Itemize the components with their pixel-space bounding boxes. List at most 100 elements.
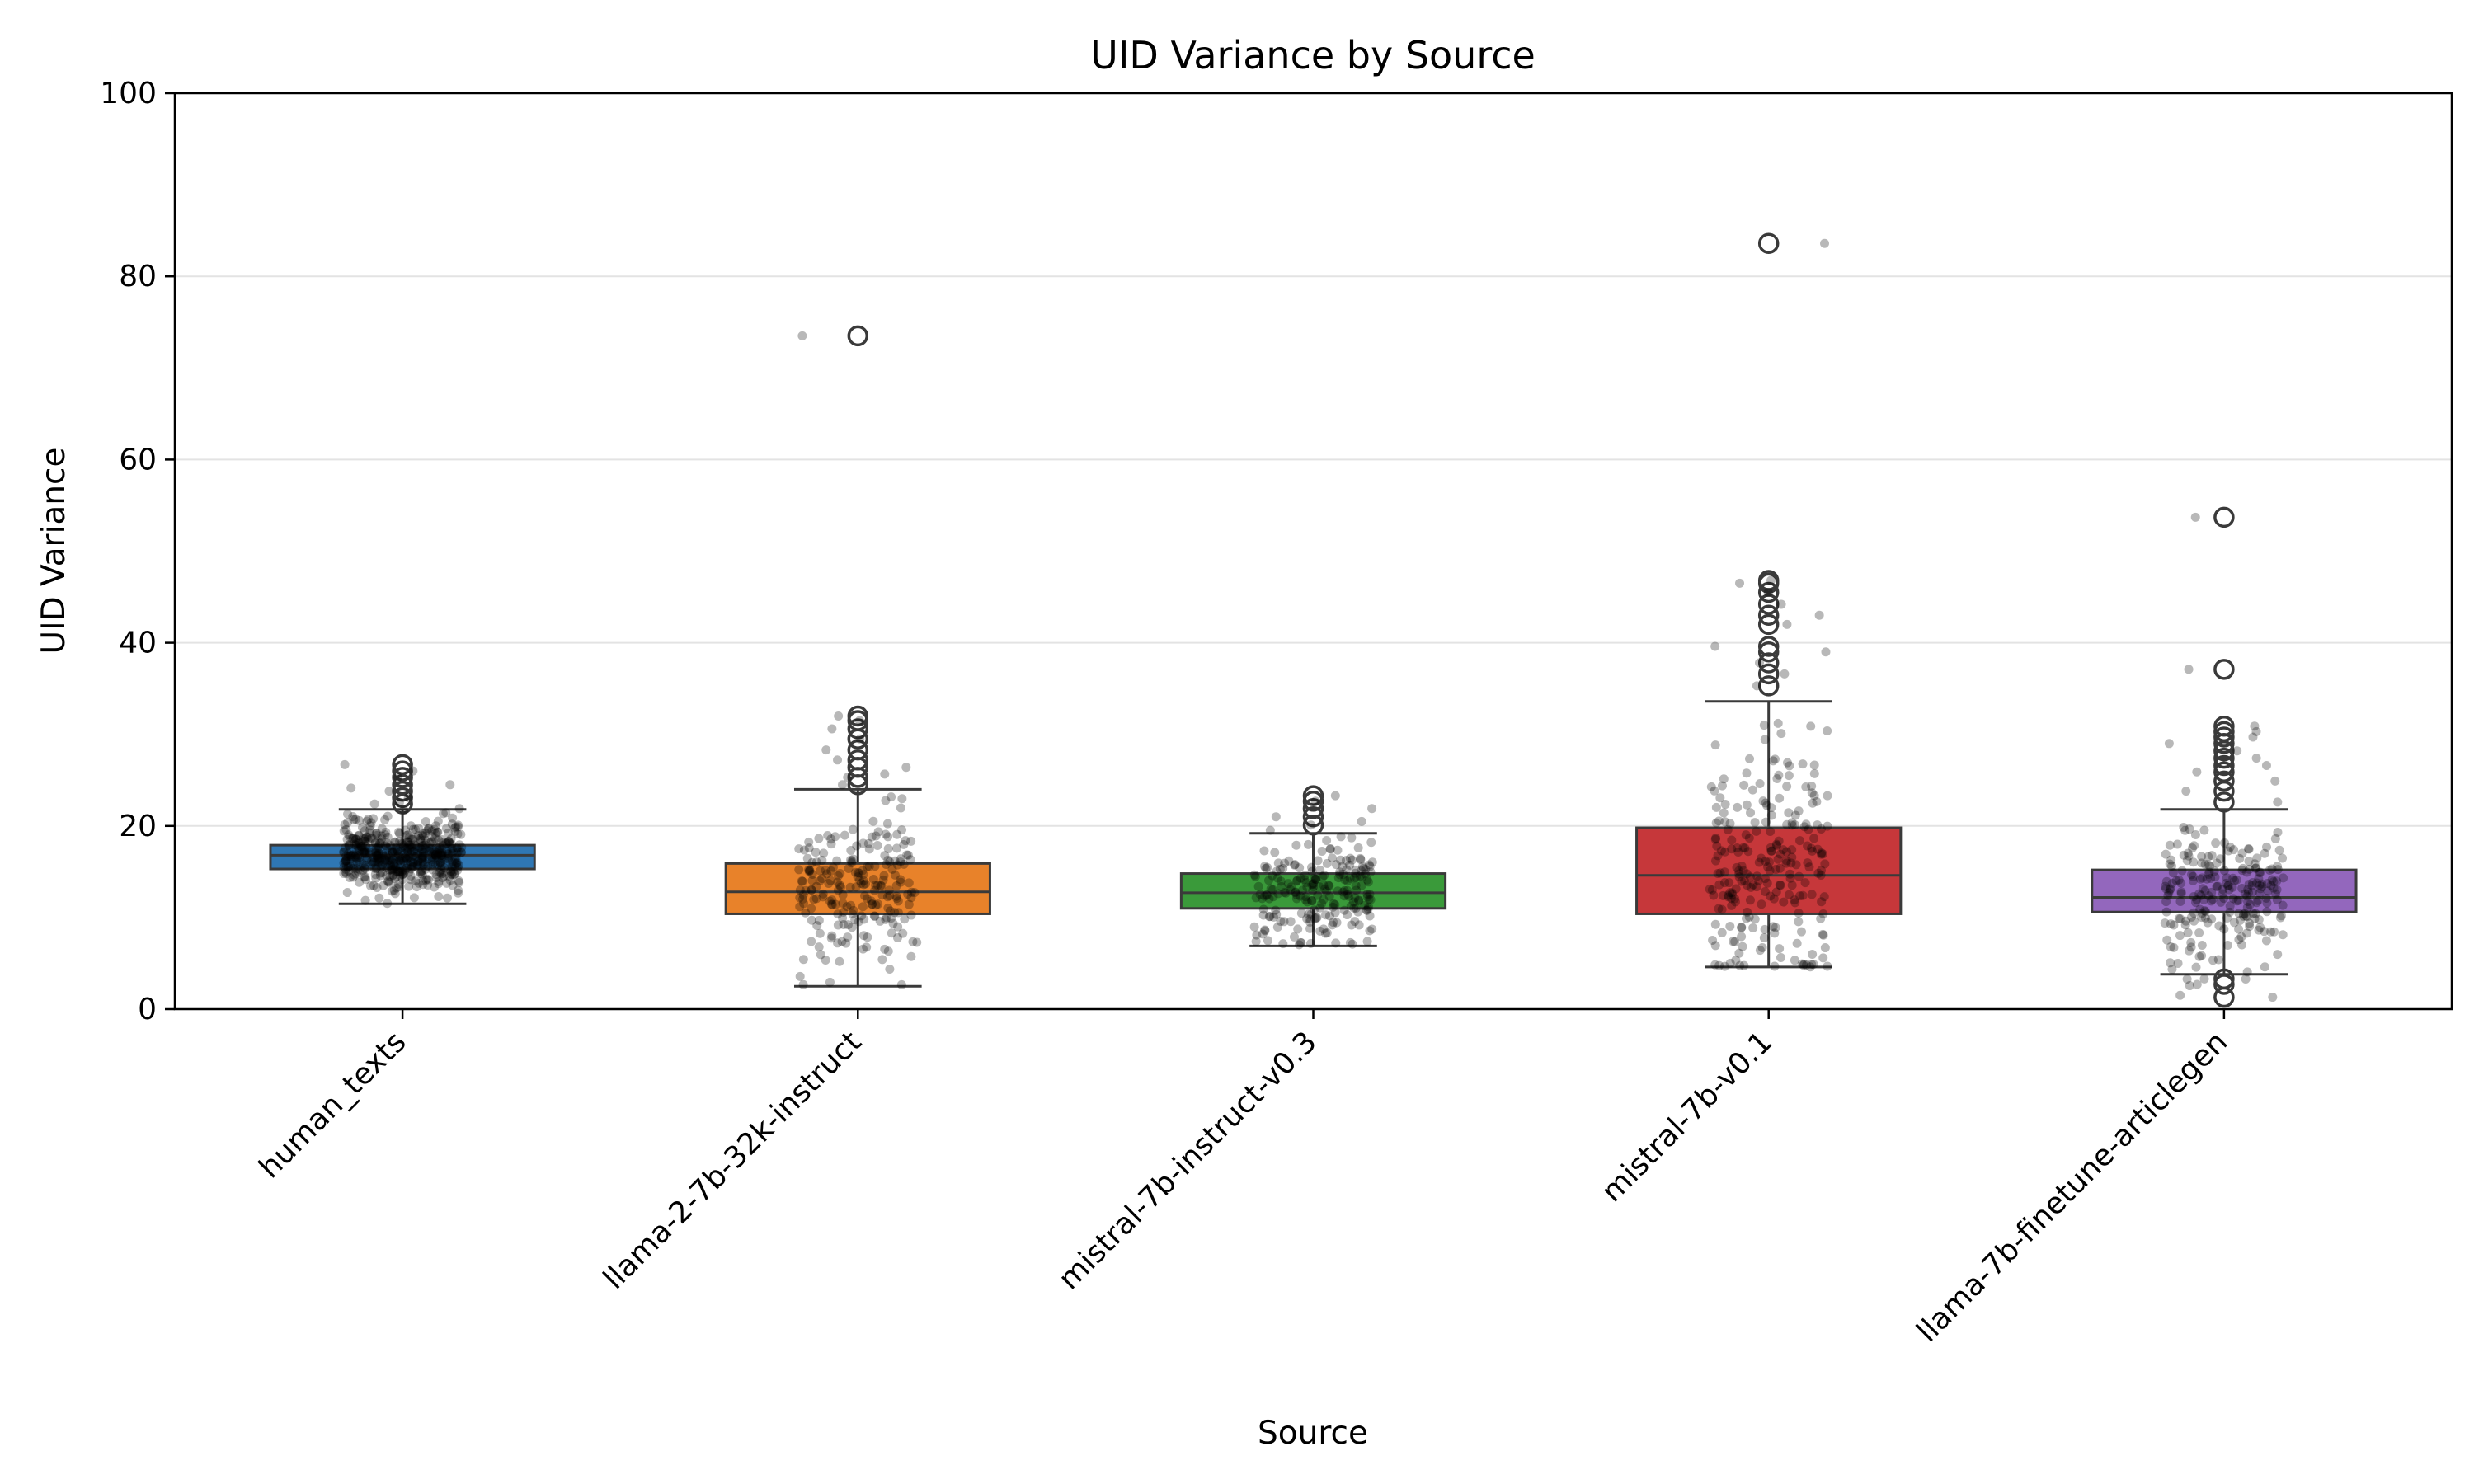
jitter-point — [418, 851, 428, 861]
jitter-point — [435, 844, 444, 854]
jitter-point — [343, 848, 353, 858]
jitter-point — [883, 946, 893, 956]
jitter-point — [1293, 924, 1303, 934]
jitter-point — [1731, 884, 1741, 894]
jitter-point — [397, 842, 407, 852]
jitter-point — [405, 857, 415, 866]
jitter-point — [1742, 881, 1752, 890]
jitter-point — [1350, 917, 1360, 927]
jitter-point — [1765, 866, 1775, 876]
jitter-point — [1819, 892, 1829, 902]
jitter-point — [2261, 893, 2271, 903]
jitter-point — [416, 848, 426, 858]
jitter-point — [797, 331, 807, 340]
jitter-point — [883, 832, 893, 842]
jitter-point — [1746, 872, 1756, 882]
jitter-point — [377, 860, 387, 870]
jitter-point — [447, 848, 457, 858]
jitter-point — [449, 869, 459, 879]
jitter-point — [1296, 891, 1305, 901]
jitter-point — [1740, 843, 1750, 853]
jitter-point — [1291, 887, 1300, 897]
jitter-point — [418, 857, 428, 866]
jitter-point — [1741, 830, 1751, 840]
jitter-point — [2272, 876, 2282, 886]
jitter-point — [2185, 824, 2194, 834]
jitter-point — [346, 851, 355, 861]
jitter-point — [2189, 892, 2199, 902]
jitter-point — [1705, 885, 1714, 895]
jitter-point — [1272, 873, 1282, 883]
jitter-point — [799, 845, 809, 855]
jitter-point — [2161, 884, 2171, 894]
jitter-point — [881, 796, 891, 805]
jitter-point — [341, 851, 351, 861]
jitter-point — [1752, 871, 1762, 881]
jitter-group — [1705, 238, 1832, 972]
jitter-point — [425, 838, 435, 848]
jitter-point — [371, 848, 381, 858]
chart-title: UID Variance by Source — [1090, 33, 1536, 77]
jitter-point — [434, 846, 444, 856]
jitter-point — [454, 876, 463, 885]
jitter-point — [363, 832, 373, 842]
jitter-point — [374, 848, 383, 858]
outlier-point — [2213, 770, 2235, 792]
jitter-point — [2189, 908, 2199, 918]
jitter-point — [1271, 905, 1281, 915]
jitter-point — [402, 863, 412, 873]
outlier-point — [2213, 721, 2235, 743]
jitter-point — [1317, 846, 1327, 856]
jitter-point — [375, 871, 385, 881]
jitter-point — [906, 910, 916, 920]
jitter-point — [2243, 896, 2253, 906]
jitter-group — [794, 331, 922, 989]
jitter-point — [447, 869, 457, 879]
jitter-point — [1823, 961, 1832, 971]
jitter-point — [369, 852, 379, 862]
jitter-point — [807, 904, 816, 913]
jitter-point — [843, 773, 853, 782]
jitter-point — [2219, 866, 2229, 876]
jitter-point — [1813, 868, 1823, 878]
jitter-point — [380, 861, 390, 871]
jitter-point — [346, 862, 355, 871]
jitter-point — [896, 803, 905, 813]
jitter-point — [809, 895, 819, 904]
jitter-point — [1806, 843, 1816, 853]
jitter-point — [1781, 856, 1791, 866]
jitter-point — [881, 829, 891, 839]
jitter-point — [449, 846, 459, 856]
jitter-point — [1322, 928, 1332, 937]
jitter-point — [1320, 884, 1330, 894]
jitter-point — [1255, 890, 1265, 899]
jitter-point — [1761, 798, 1771, 808]
jitter-point — [1807, 788, 1817, 798]
jitter-point — [2175, 990, 2185, 1000]
jitter-point — [427, 826, 437, 836]
jitter-point — [370, 870, 380, 880]
jitter-point — [424, 847, 434, 857]
jitter-point — [388, 870, 398, 880]
jitter-point — [880, 944, 890, 954]
jitter-point — [2165, 859, 2175, 869]
jitter-point — [444, 849, 454, 859]
jitter-point — [804, 866, 814, 876]
jitter-point — [396, 857, 406, 866]
jitter-point — [2171, 876, 2181, 885]
outlier-point — [2213, 791, 2235, 813]
jitter-point — [2222, 873, 2232, 883]
jitter-point — [444, 836, 454, 846]
jitter-point — [2181, 916, 2191, 926]
jitter-point — [389, 860, 399, 870]
jitter-point — [846, 855, 856, 865]
jitter-point — [369, 857, 379, 867]
jitter-point — [417, 841, 427, 851]
jitter-point — [904, 878, 914, 888]
jitter-point — [360, 864, 370, 874]
jitter-point — [1339, 885, 1349, 895]
jitter-point — [834, 711, 844, 721]
jitter-point — [434, 835, 444, 845]
jitter-point — [2201, 907, 2211, 917]
jitter-point — [863, 932, 872, 942]
